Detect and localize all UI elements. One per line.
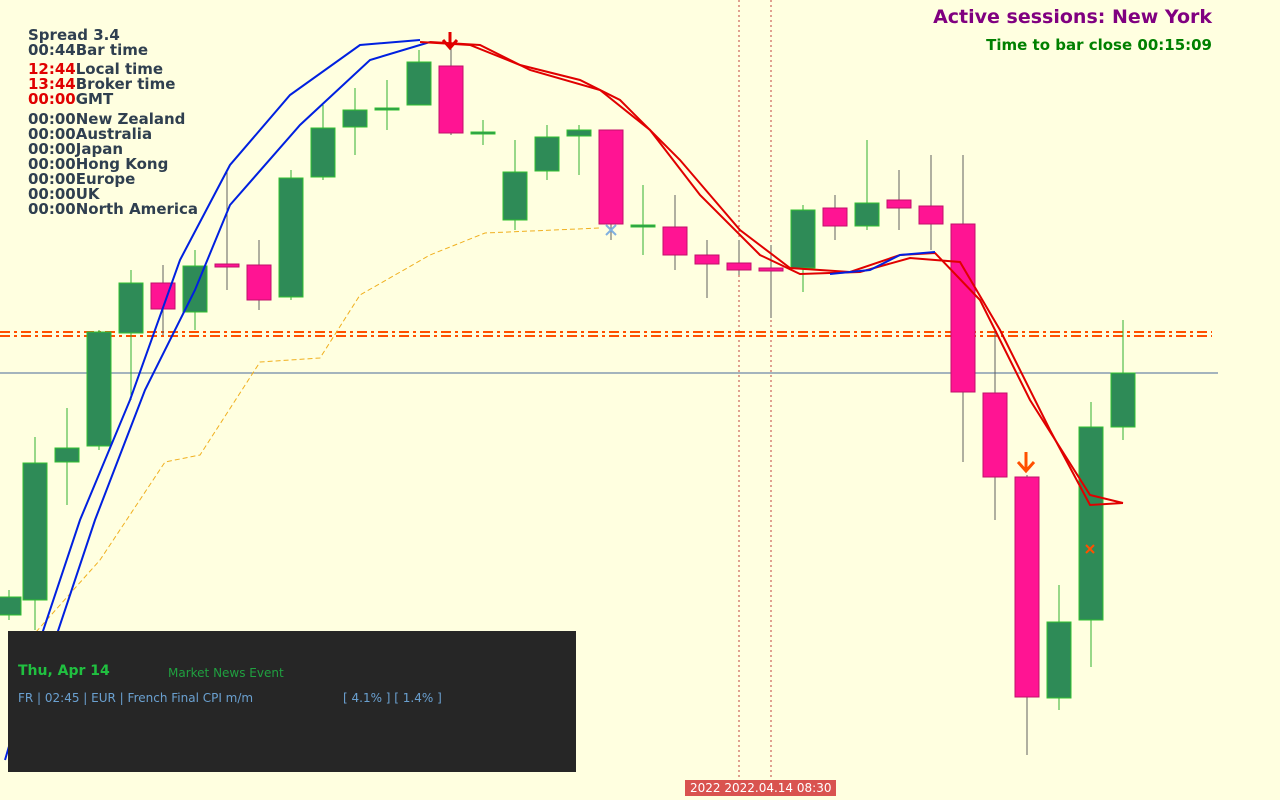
- candle-body: [0, 596, 22, 616]
- clock: 12:44Local time: [28, 62, 198, 77]
- candle-body: [758, 267, 784, 272]
- candle-body: [470, 131, 496, 135]
- ma-line: [419, 41, 1124, 504]
- candle-body: [374, 107, 400, 111]
- active-sessions: Active sessions: New York: [933, 6, 1212, 28]
- candle-body: [726, 262, 752, 271]
- clock: 00:44Bar time: [28, 43, 198, 58]
- candle-body: [22, 462, 48, 601]
- time: 00:44: [28, 41, 76, 59]
- candle-body: [662, 226, 688, 256]
- spread: Spread 3.4: [28, 26, 120, 44]
- indicator: [19, 227, 601, 651]
- label: Japan: [75, 140, 123, 158]
- candle-body: [406, 61, 432, 106]
- cross: [1085, 544, 1095, 554]
- candle-body: [1110, 372, 1136, 428]
- ma-line: [429, 41, 1124, 507]
- candle-body: [278, 177, 304, 298]
- time: 00:00: [28, 155, 76, 173]
- candle-body: [310, 127, 336, 178]
- candle-body: [918, 205, 944, 225]
- candle-body: [790, 209, 816, 269]
- candle-body: [86, 331, 112, 447]
- candle-body: [854, 202, 880, 227]
- clock: 13:44Broker time: [28, 77, 198, 92]
- candle-body: [342, 109, 368, 128]
- label: New Zealand: [75, 110, 186, 128]
- time: 00:00: [28, 90, 76, 108]
- session: 00:00UK: [28, 187, 198, 202]
- time: 00:00: [28, 140, 76, 158]
- ma-line: [14, 41, 431, 771]
- candle-body: [118, 282, 144, 334]
- news-heading: Market News Event: [168, 666, 284, 680]
- status: Active sessions: New York Time to bar cl…: [933, 6, 1212, 54]
- news-date: Thu, Apr 14: [18, 663, 110, 679]
- candle-body: [1078, 426, 1104, 621]
- session: 00:00Hong Kong: [28, 157, 198, 172]
- session: 00:00Australia: [28, 127, 198, 142]
- session: 00:00New Zealand: [28, 112, 198, 127]
- candle-body: [630, 224, 656, 228]
- candle-body: [822, 207, 848, 227]
- news-figures: [ 4.1% ] [ 1.4% ]: [343, 691, 442, 705]
- cross: [605, 224, 617, 236]
- label: Broker time: [75, 75, 176, 93]
- session: 00:00Europe: [28, 172, 198, 187]
- label: Europe: [75, 170, 136, 188]
- sessions: 00:00New Zealand 00:00Australia 00:00Japan…: [28, 112, 198, 217]
- session: 00:00Japan: [28, 142, 198, 157]
- label: Bar time: [75, 41, 149, 59]
- candle-body: [598, 129, 624, 225]
- bar-close: Time to bar close 00:15:09: [986, 36, 1212, 54]
- ma-line: [4, 39, 421, 761]
- label: UK: [75, 185, 100, 203]
- label: North America: [75, 200, 199, 218]
- candles: [0, 40, 1136, 755]
- time: 00:00: [28, 185, 76, 203]
- candle-body: [1014, 476, 1040, 698]
- label: GMT: [75, 90, 114, 108]
- candle-body: [246, 264, 272, 301]
- candle-body: [950, 223, 976, 393]
- time: 13:44: [28, 75, 76, 93]
- session: 00:00North America: [28, 202, 198, 217]
- candle-body: [54, 447, 80, 463]
- period-lines: [738, 0, 772, 780]
- candle-body: [982, 392, 1008, 478]
- time: 00:00: [28, 110, 76, 128]
- time: 00:00: [28, 170, 76, 188]
- news-panel: Thu, Apr 14 Market News Event FR | 02:45…: [8, 631, 576, 772]
- candle-body: [214, 263, 240, 268]
- news-event: FR | 02:45 | EUR | French Final CPI m/m: [18, 691, 254, 705]
- candle-body: [694, 254, 720, 265]
- label: Local time: [75, 60, 164, 78]
- label: Australia: [75, 125, 153, 143]
- time-marker: 2022 2022.04.14 08:30: [685, 780, 837, 796]
- arrow: [1016, 452, 1036, 474]
- time: 00:00: [28, 125, 76, 143]
- candle-body: [438, 65, 464, 134]
- info-panel: Spread 3.4 00:44Bar time 12:44Local time…: [28, 28, 198, 217]
- label: Hong Kong: [75, 155, 169, 173]
- candle-body: [566, 129, 592, 137]
- arrow: [441, 32, 459, 51]
- ma-line: [829, 251, 936, 275]
- candle-body: [502, 171, 528, 221]
- time: 00:00: [28, 200, 76, 218]
- time: 12:44: [28, 60, 76, 78]
- candle-body: [1046, 621, 1072, 699]
- candle-body: [534, 136, 560, 172]
- clock: 00:00GMT: [28, 92, 198, 107]
- candle-body: [886, 199, 912, 209]
